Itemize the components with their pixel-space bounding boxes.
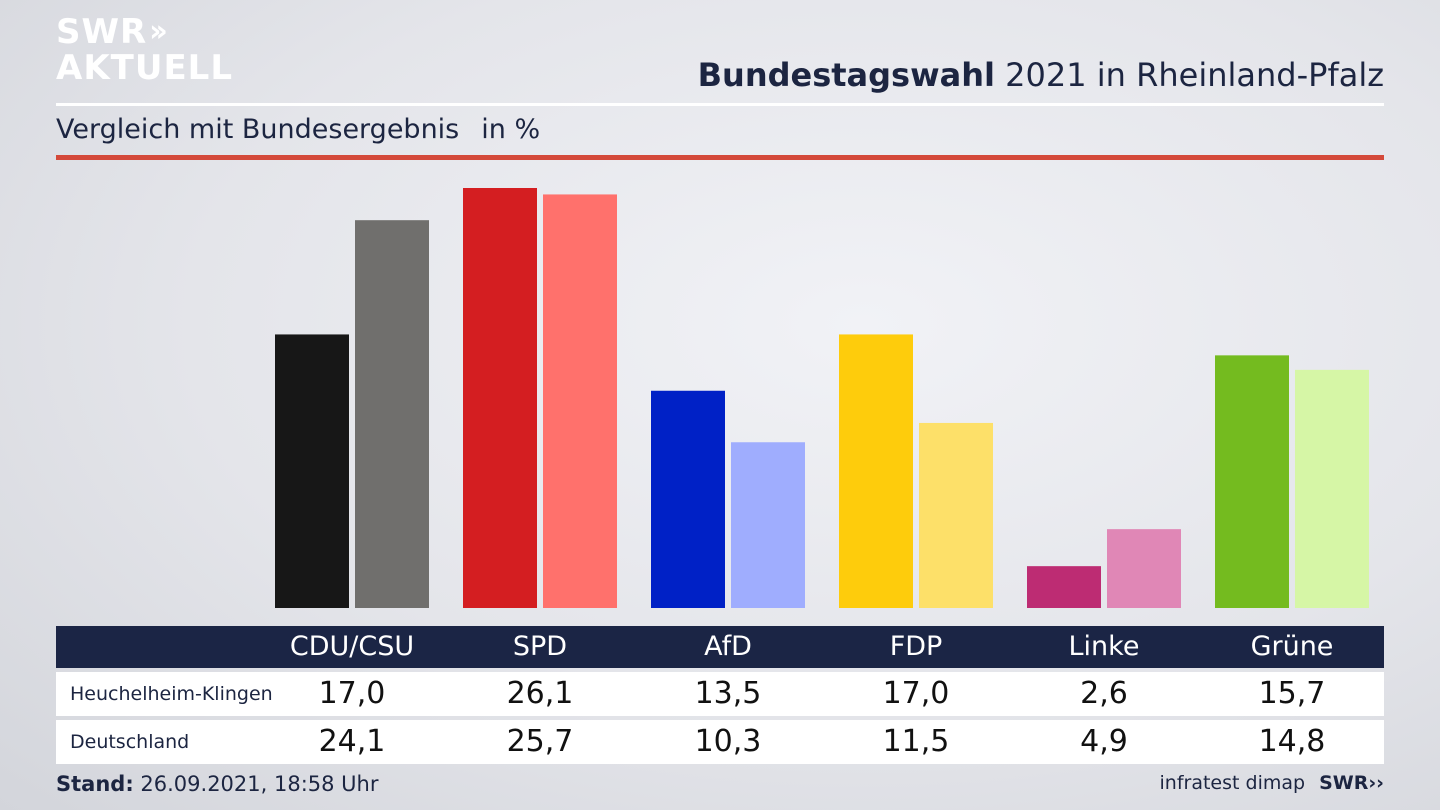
timestamp: Stand: 26.09.2021, 18:58 Uhr <box>56 772 379 796</box>
swr-small-logo: SWR›› <box>1319 772 1384 794</box>
row-label-national: Deutschland <box>70 731 190 753</box>
column-header-party: CDU/CSU <box>289 631 415 662</box>
bar-local-1 <box>463 188 537 608</box>
swr-aktuell-logo: SWR ›› AKTUELL <box>56 14 233 86</box>
bar-national-4 <box>1107 529 1181 608</box>
subtitle-text: Vergleich mit Bundesergebnis <box>56 114 460 145</box>
page-title: Bundestagswahl 2021 in Rheinland-Pfalz <box>698 56 1384 94</box>
value-label-local: 15,7 <box>1258 676 1326 711</box>
bar-local-0 <box>275 334 349 608</box>
value-label-national: 4,9 <box>1080 724 1128 759</box>
column-header-party: FDP <box>889 631 943 662</box>
bar-local-3 <box>839 334 913 608</box>
value-label-national: 24,1 <box>318 724 386 759</box>
bar-chart <box>275 188 1369 609</box>
value-label-national: 11,5 <box>882 724 950 759</box>
value-label-local: 17,0 <box>882 676 950 711</box>
column-header-party: Linke <box>1068 631 1140 662</box>
value-label-local: 17,0 <box>318 676 386 711</box>
logo-aktuell-text: AKTUELL <box>56 48 234 88</box>
value-label-national: 25,7 <box>506 724 574 759</box>
source-text: infratest dimap <box>1159 772 1306 794</box>
bar-national-0 <box>355 220 429 609</box>
chart-subtitle: Vergleich mit Bundesergebnis in % <box>56 114 540 145</box>
bar-national-1 <box>543 194 617 609</box>
value-label-local: 2,6 <box>1080 676 1128 711</box>
bar-local-5 <box>1215 355 1289 608</box>
row-label-local: Heuchelheim-Klingen <box>70 683 273 705</box>
unit-label: in % <box>481 114 541 145</box>
logo-swr-text: SWR <box>56 12 148 52</box>
table-row-local: Heuchelheim-Klingen 17,0 26,1 13,5 17,0 2,6 1… <box>56 672 1384 716</box>
stand-label: Stand: <box>56 772 134 796</box>
value-label-national: 10,3 <box>694 724 762 759</box>
column-header-party: Grüne <box>1250 631 1334 662</box>
value-label-local: 26,1 <box>506 676 574 711</box>
value-label-local: 13,5 <box>694 676 762 711</box>
table-header: CDU/CSU SPD AfD FDP Linke Grüne <box>56 626 1384 668</box>
results-table: CDU/CSU SPD AfD FDP Linke Grüne Heuchelheim-K… <box>56 626 1384 764</box>
subtitle-divider <box>56 155 1384 160</box>
stand-value: 26.09.2021, 18:58 Uhr <box>133 772 379 796</box>
bar-local-2 <box>651 390 725 608</box>
title-divider <box>56 103 1384 106</box>
value-label-national: 14,8 <box>1258 724 1326 759</box>
title-rest: 2021 in Rheinland-Pfalz <box>995 56 1384 94</box>
source-credit: infratest dimap SWR›› <box>1160 772 1384 794</box>
table-row-national: Deutschland 24,1 25,7 10,3 11,5 4,9 14,8 <box>56 720 1384 764</box>
bar-national-3 <box>919 422 993 608</box>
column-header-party: AfD <box>704 631 752 662</box>
title-strong: Bundestagswahl <box>697 56 995 94</box>
column-header-party: SPD <box>512 631 568 662</box>
bar-local-4 <box>1027 566 1101 608</box>
bar-national-5 <box>1295 369 1369 608</box>
bar-national-2 <box>731 442 805 608</box>
